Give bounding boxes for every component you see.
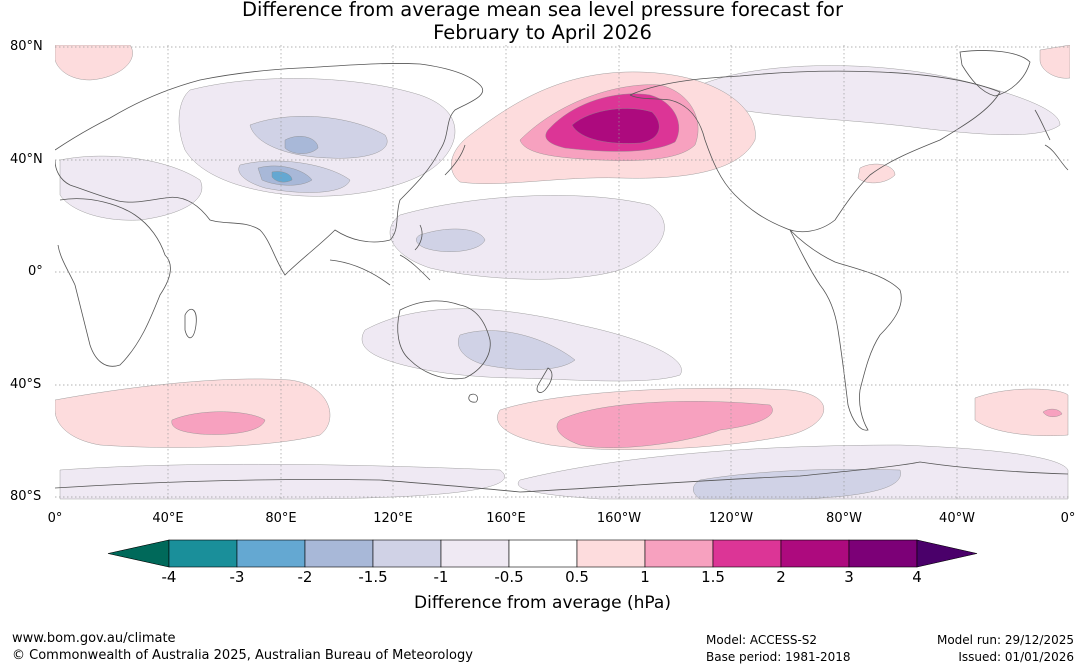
colorbar-tick-label: 3 <box>844 568 854 586</box>
latitude-label: 80°N <box>10 39 43 54</box>
positive-anomaly-region <box>571 108 660 144</box>
negative-anomaly-region <box>271 171 293 183</box>
graticule <box>55 45 1070 500</box>
positive-anomaly-region <box>1042 408 1063 417</box>
latitude-label: 80°S <box>10 489 42 504</box>
longitude-label: 0° <box>47 511 63 526</box>
colorbar-bin <box>712 539 782 568</box>
negative-anomaly-region <box>284 136 319 154</box>
map-area <box>55 45 1070 500</box>
copyright-text: © Commonwealth of Australia 2025, Austra… <box>12 648 473 663</box>
longitude-label: 80°W <box>826 511 862 526</box>
negative-anomaly-region <box>249 116 388 159</box>
website-text: www.bom.gov.au/climate <box>12 631 176 646</box>
negative-anomaly-region <box>458 330 576 370</box>
colorbar-extend-max <box>916 539 978 568</box>
colorbar-bin <box>440 539 510 568</box>
colorbar-bin <box>372 539 442 568</box>
positive-anomaly-region <box>556 401 773 448</box>
positive-anomaly-region <box>55 45 133 81</box>
colorbar-bin <box>576 539 646 568</box>
issued-text: Issued: 01/01/2026 <box>958 650 1074 664</box>
negative-anomaly-region <box>416 228 486 252</box>
colorbar-tick-label: -3 <box>229 568 245 586</box>
colorbar-tick-label: -1 <box>433 568 449 586</box>
colorbar-tick-label: -1.5 <box>358 568 388 586</box>
colorbar-bin <box>848 539 918 568</box>
base-period-text: Base period: 1981-2018 <box>706 650 851 664</box>
longitude-label: 40°E <box>152 511 184 526</box>
colorbar-tick-label: 1.5 <box>701 568 725 586</box>
colorbar-title: Difference from average (hPa) <box>414 593 671 613</box>
negative-anomaly-region <box>693 469 901 500</box>
model-run-text: Model run: 29/12/2025 <box>936 633 1074 647</box>
colorbar-bin <box>304 539 374 568</box>
positive-anomaly-region <box>1039 45 1070 79</box>
negative-anomaly-region <box>389 195 665 280</box>
colorbar-bin <box>236 539 306 568</box>
colorbar-tick-label: -0.5 <box>494 568 524 586</box>
colorbar <box>107 539 978 568</box>
model-text: Model: ACCESS-S2 <box>706 633 818 647</box>
map-title-line-2: February to April 2026 <box>433 21 652 44</box>
colorbar-bin <box>168 539 238 568</box>
longitude-label: 40°W <box>939 511 975 526</box>
latitude-label: 0° <box>28 264 43 279</box>
colorbar-tick-label: 2 <box>776 568 786 586</box>
colorbar-tick-label: -4 <box>161 568 177 586</box>
negative-anomaly-region <box>59 464 505 500</box>
map-title-line-1: Difference from average mean sea level p… <box>242 0 843 21</box>
longitude-label: 80°E <box>265 511 297 526</box>
colorbar-bin <box>644 539 714 568</box>
longitude-label: 0° <box>1060 511 1076 526</box>
colorbar-extend-min <box>107 539 170 568</box>
coastlines <box>55 50 1069 493</box>
colorbar-tick-label: -2 <box>297 568 313 586</box>
longitude-label: 160°W <box>596 511 642 526</box>
colorbar-bin <box>508 539 578 568</box>
longitude-label: 120°E <box>373 511 413 526</box>
latitude-label: 40°S <box>10 377 42 392</box>
longitude-label: 120°W <box>708 511 754 526</box>
colorbar-tick-label: 0.5 <box>565 568 589 586</box>
negative-anomaly-region <box>59 155 203 221</box>
colorbar-tick-label: 4 <box>912 568 922 586</box>
latitude-label: 40°N <box>10 152 43 167</box>
positive-anomaly-region <box>171 411 266 435</box>
longitude-label: 160°E <box>486 511 526 526</box>
positive-anomaly-region <box>974 388 1069 436</box>
positive-anomaly-region <box>55 378 331 448</box>
colorbar-bin <box>780 539 850 568</box>
colorbar-tick-label: 1 <box>640 568 650 586</box>
